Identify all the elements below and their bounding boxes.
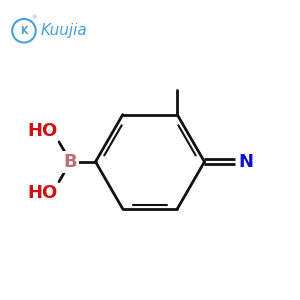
Text: HO: HO [27, 122, 58, 140]
Text: Kuujia: Kuujia [41, 23, 88, 38]
Text: HO: HO [27, 184, 58, 202]
Text: K: K [20, 26, 28, 36]
Text: B: B [64, 153, 77, 171]
Text: N: N [238, 153, 253, 171]
Text: ®: ® [31, 15, 37, 20]
